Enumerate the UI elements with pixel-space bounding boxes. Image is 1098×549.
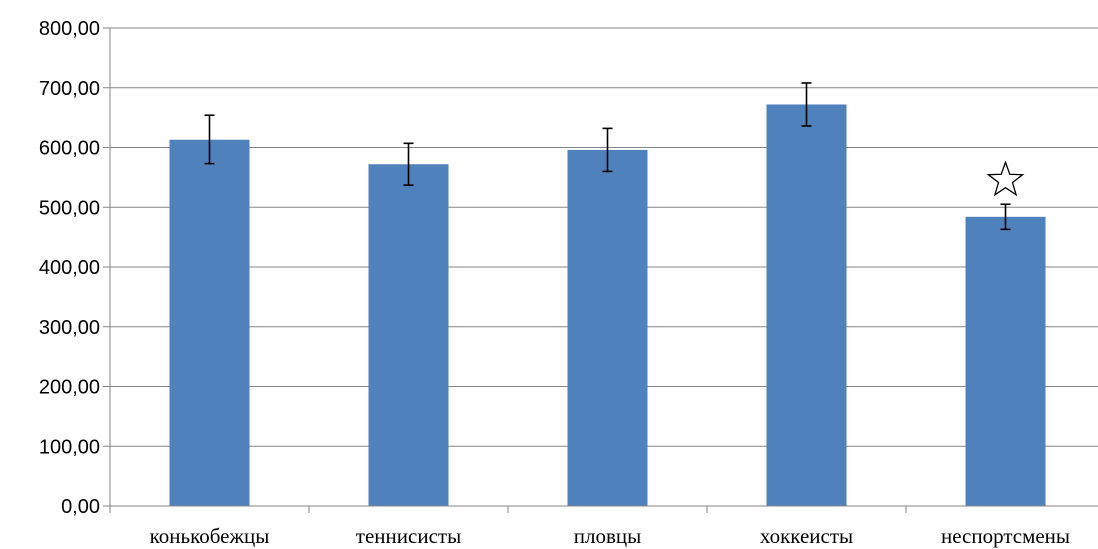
y-tick-label: 300,00 <box>39 317 100 339</box>
x-tick-label: неспортсмены <box>941 524 1070 548</box>
star-annotation-icon <box>986 160 1025 197</box>
bar-4 <box>766 104 847 506</box>
bar-5 <box>965 216 1046 506</box>
bar-2 <box>368 164 449 507</box>
bar-3 <box>567 149 648 506</box>
y-tick-label: 200,00 <box>39 377 100 399</box>
error-bars <box>204 82 1011 231</box>
annotations <box>986 160 1025 197</box>
y-tick-label: 400,00 <box>39 257 100 279</box>
x-tick-label: пловцы <box>574 524 641 548</box>
y-tick-label: 0,00 <box>61 496 100 518</box>
x-tick-label: конькобежцы <box>150 524 270 548</box>
y-tick-label: 500,00 <box>39 197 100 219</box>
y-tick-label: 800,00 <box>39 18 100 40</box>
y-tick-label: 700,00 <box>39 78 100 100</box>
y-tick-label: 100,00 <box>39 436 100 458</box>
bars <box>169 104 1046 507</box>
x-tick-labels: конькобежцы теннисисты пловцы хоккеисты несп… <box>150 524 1070 548</box>
axes <box>103 27 1098 513</box>
bar-1 <box>169 139 250 507</box>
y-tick-label: 600,00 <box>39 138 100 160</box>
x-tick-label: теннисисты <box>356 524 461 548</box>
x-tick-label: хоккеисты <box>760 524 853 548</box>
y-tick-labels: 0,00 100,00 200,00 300,00 400,00 500,00 600,00… <box>39 18 100 518</box>
